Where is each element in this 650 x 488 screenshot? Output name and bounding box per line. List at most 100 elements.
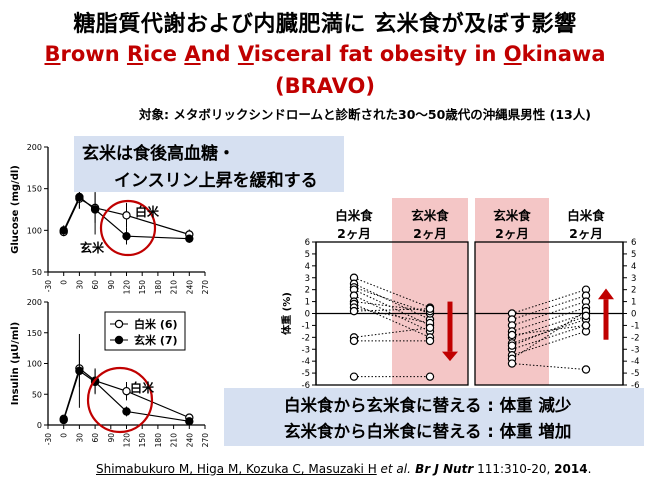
y-axis-label: Glucose (mg/dl) (10, 165, 21, 254)
data-point (122, 407, 131, 416)
y-axis-label: 体重 (%) (280, 292, 293, 335)
y-tick-label: 3 (305, 274, 310, 284)
y-tick-label: 5 (305, 250, 310, 260)
title-en-initial: O (503, 42, 522, 66)
title-en-initial: B (44, 42, 61, 66)
citation-year: 2014 (554, 462, 588, 476)
citation-end: . (587, 462, 592, 476)
annotation-white-rice: 白米 (135, 204, 160, 219)
y-tick-label: -6 (302, 381, 310, 391)
data-point (122, 386, 131, 396)
citation-authors: Shimabukuro M, Higa M, Kozuka C, Masuzak… (96, 462, 377, 476)
y-tick-label: 50 (32, 268, 42, 277)
y-axis-label: Insulin (μU/ml) (10, 322, 21, 406)
x-tick-label: 0 (60, 433, 69, 438)
x-tick-label: 120 (123, 280, 132, 295)
title-en-word: ice (143, 42, 185, 66)
data-point (507, 341, 517, 350)
x-tick-label: 210 (170, 280, 179, 295)
y-tick-label: 200 (27, 143, 42, 152)
callout-line-1: 白米食から玄米食に替える : 体重 減少 (284, 396, 572, 415)
pair-line (511, 310, 587, 360)
title-abbreviation: (BRAVO) (275, 74, 375, 98)
y-tick-label: -3 (302, 345, 310, 355)
y-tick-label-right: -2 (631, 333, 639, 343)
pair-line (511, 330, 587, 356)
callout-line-2: インスリン上昇を緩和する (114, 171, 318, 191)
x-tick-label: 0 (60, 280, 69, 285)
pair-line (511, 324, 587, 350)
x-tick-label: 180 (154, 280, 163, 295)
y-tick-label: 2 (305, 286, 310, 296)
data-point (75, 192, 84, 202)
pair-line (511, 313, 587, 338)
pair-line (511, 289, 587, 314)
citation-volume: 111:310-20, (473, 462, 555, 476)
column-label: 白米食 (335, 208, 373, 223)
x-tick-label: 90 (107, 433, 116, 443)
y-tick-label-right: 4 (631, 262, 636, 272)
title-japanese: 糖脂質代謝および内臓肥満に 玄米食が及ぼす影響 (73, 12, 577, 37)
x-tick-label: 150 (138, 433, 147, 448)
legend-label: 白米 (6) (134, 317, 178, 331)
callout-line-2: 玄米食から白米食に替える : 体重 増加 (284, 422, 572, 441)
data-point (581, 365, 591, 374)
x-tick-label: 30 (75, 280, 84, 290)
x-tick-label: 180 (154, 433, 163, 448)
data-point (185, 234, 194, 243)
data-point (59, 226, 68, 235)
x-tick-label: 240 (185, 280, 194, 295)
legend-marker (114, 335, 124, 345)
data-point (581, 321, 591, 330)
arrow-head-decrease (442, 351, 458, 362)
y-tick-label: -1 (302, 321, 310, 331)
pair-line (353, 327, 431, 338)
data-point (90, 205, 100, 214)
data-point (122, 231, 131, 241)
arrow-shaft-decrease (447, 301, 453, 352)
y-tick-label-right: 0 (631, 310, 636, 320)
legend-marker (114, 319, 124, 329)
x-tick-label: 240 (185, 433, 194, 448)
pair-line (511, 307, 587, 332)
column-label: 玄米食 (411, 208, 449, 223)
y-tick-label: -4 (302, 357, 310, 367)
x-tick-label: 270 (201, 280, 210, 295)
data-point (425, 372, 435, 381)
y-tick-label: 4 (305, 262, 310, 272)
data-point (59, 415, 68, 425)
x-tick-label: 60 (91, 433, 100, 443)
callout-glucose-insulin: 玄米は食後高血糖・ インスリン上昇を緩和する (74, 136, 344, 192)
column-label: 白米食 (567, 208, 605, 223)
study-subject: 対象: メタボリックシンドロームと診断された30～50歳代の沖縄県男性 (13人… (139, 107, 591, 122)
y-tick-label-right: -3 (631, 345, 639, 355)
column-sublabel: 2ヶ月 (337, 226, 371, 241)
annotation-brown-rice: 玄米 (80, 240, 105, 255)
y-tick-label: -5 (302, 369, 310, 379)
data-point (122, 211, 131, 220)
y-tick-label: -2 (302, 333, 310, 343)
y-tick-label: 50 (32, 390, 42, 399)
pair-line (511, 318, 587, 344)
title-en-word: nd (200, 42, 238, 66)
x-tick-label: 150 (138, 280, 147, 295)
highlight-circle (99, 199, 157, 257)
column-sublabel: 2ヶ月 (413, 226, 447, 241)
title-english: Brown Rice And Visceral fat obesity in O… (0, 42, 650, 66)
highlight-circle (86, 366, 154, 434)
arrow-shaft-increase (603, 299, 609, 340)
x-tick-label: -30 (44, 280, 53, 292)
title-en-initial: R (126, 42, 144, 66)
data-point (185, 417, 194, 426)
y-tick-label: 0 (37, 421, 42, 430)
pair-line (511, 295, 587, 320)
legend-label: 玄米 (7) (134, 333, 178, 347)
title-en-word: kinawa (521, 42, 606, 66)
y-tick-label: 100 (27, 360, 42, 369)
column-label: 玄米食 (493, 208, 531, 223)
y-tick-label: 0 (305, 310, 310, 320)
title-en-word: isceral fat obesity in (253, 42, 504, 66)
x-tick-label: 90 (107, 280, 116, 290)
x-tick-label: 60 (91, 280, 100, 290)
y-tick-label-right: -5 (631, 369, 639, 379)
